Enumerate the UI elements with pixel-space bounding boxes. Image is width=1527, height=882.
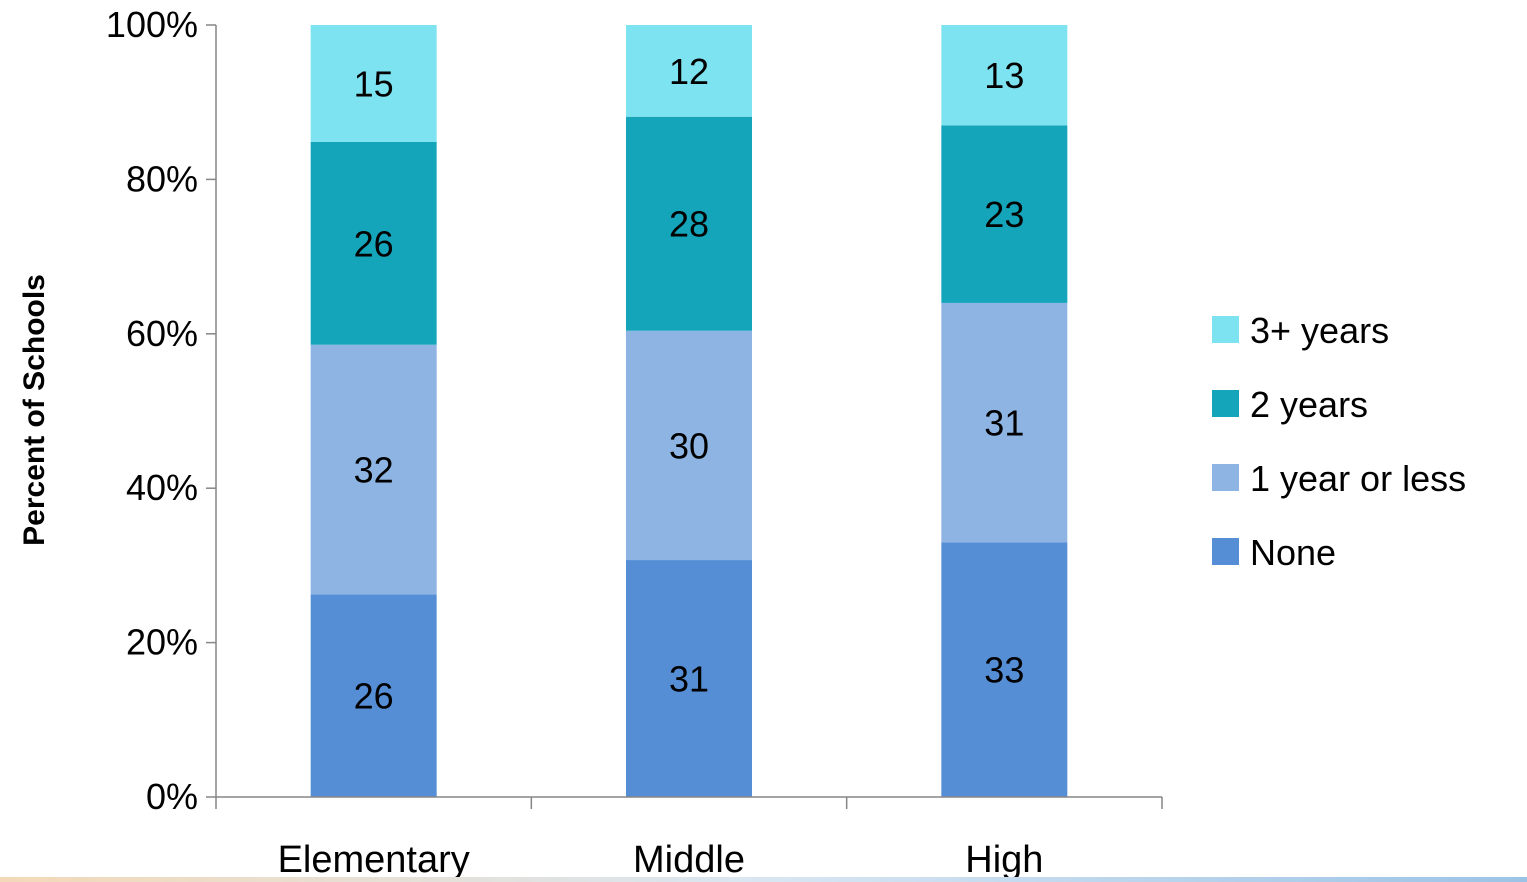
bars-group: 26 32 26 15 31 30 28 12 33 31 23 13 (310, 25, 1068, 797)
data-label: 31 (669, 659, 709, 700)
data-label: 30 (669, 425, 709, 466)
data-label: 15 (354, 63, 394, 104)
data-label: 13 (984, 55, 1024, 96)
x-tick-label: Elementary (278, 839, 470, 881)
bar-segment (310, 344, 437, 595)
legend: 3+ years 2 years 1 year or less None (1212, 310, 1466, 573)
data-label: 26 (354, 223, 394, 264)
y-tick-label: 100% (106, 4, 198, 45)
data-label: 12 (669, 51, 709, 92)
bar-segment (941, 25, 1068, 126)
data-label: 23 (984, 194, 1024, 235)
data-label: 33 (984, 650, 1024, 691)
y-axis-title: Percent of Schools (18, 274, 51, 546)
legend-swatch (1212, 464, 1239, 491)
data-label: 32 (354, 449, 394, 490)
y-tick-label: 80% (126, 158, 198, 199)
bottom-decorative-strip (0, 877, 1527, 882)
y-tick-label: 40% (126, 467, 198, 508)
bar-segment (626, 116, 752, 331)
legend-label: 2 years (1250, 384, 1368, 425)
legend-swatch (1212, 538, 1239, 565)
legend-swatch (1212, 390, 1239, 417)
x-tick-label: High (965, 839, 1043, 881)
y-tick-label: 60% (126, 313, 198, 354)
data-label: 28 (669, 204, 709, 245)
bar-segment (310, 594, 437, 797)
x-tick-label: Middle (633, 839, 745, 881)
legend-label: 1 year or less (1250, 458, 1466, 499)
bar-segment (310, 141, 437, 345)
bar-segment (626, 25, 752, 117)
bar-segment (941, 125, 1068, 303)
bar-segment (626, 330, 752, 561)
y-tick-label: 0% (146, 776, 198, 817)
bar-segment (941, 542, 1068, 797)
legend-label: None (1250, 532, 1336, 573)
bar-segment (626, 560, 752, 797)
data-label: 31 (984, 403, 1024, 444)
legend-swatch (1212, 316, 1239, 343)
bar-segment (941, 302, 1068, 543)
legend-label: 3+ years (1250, 310, 1389, 351)
axes-group: 0% 20% 40% 60% 80% 100% Elementary Middle High (106, 4, 1163, 881)
y-tick-label: 20% (126, 622, 198, 663)
data-label: 26 (354, 676, 394, 717)
bar-segment (310, 25, 437, 142)
